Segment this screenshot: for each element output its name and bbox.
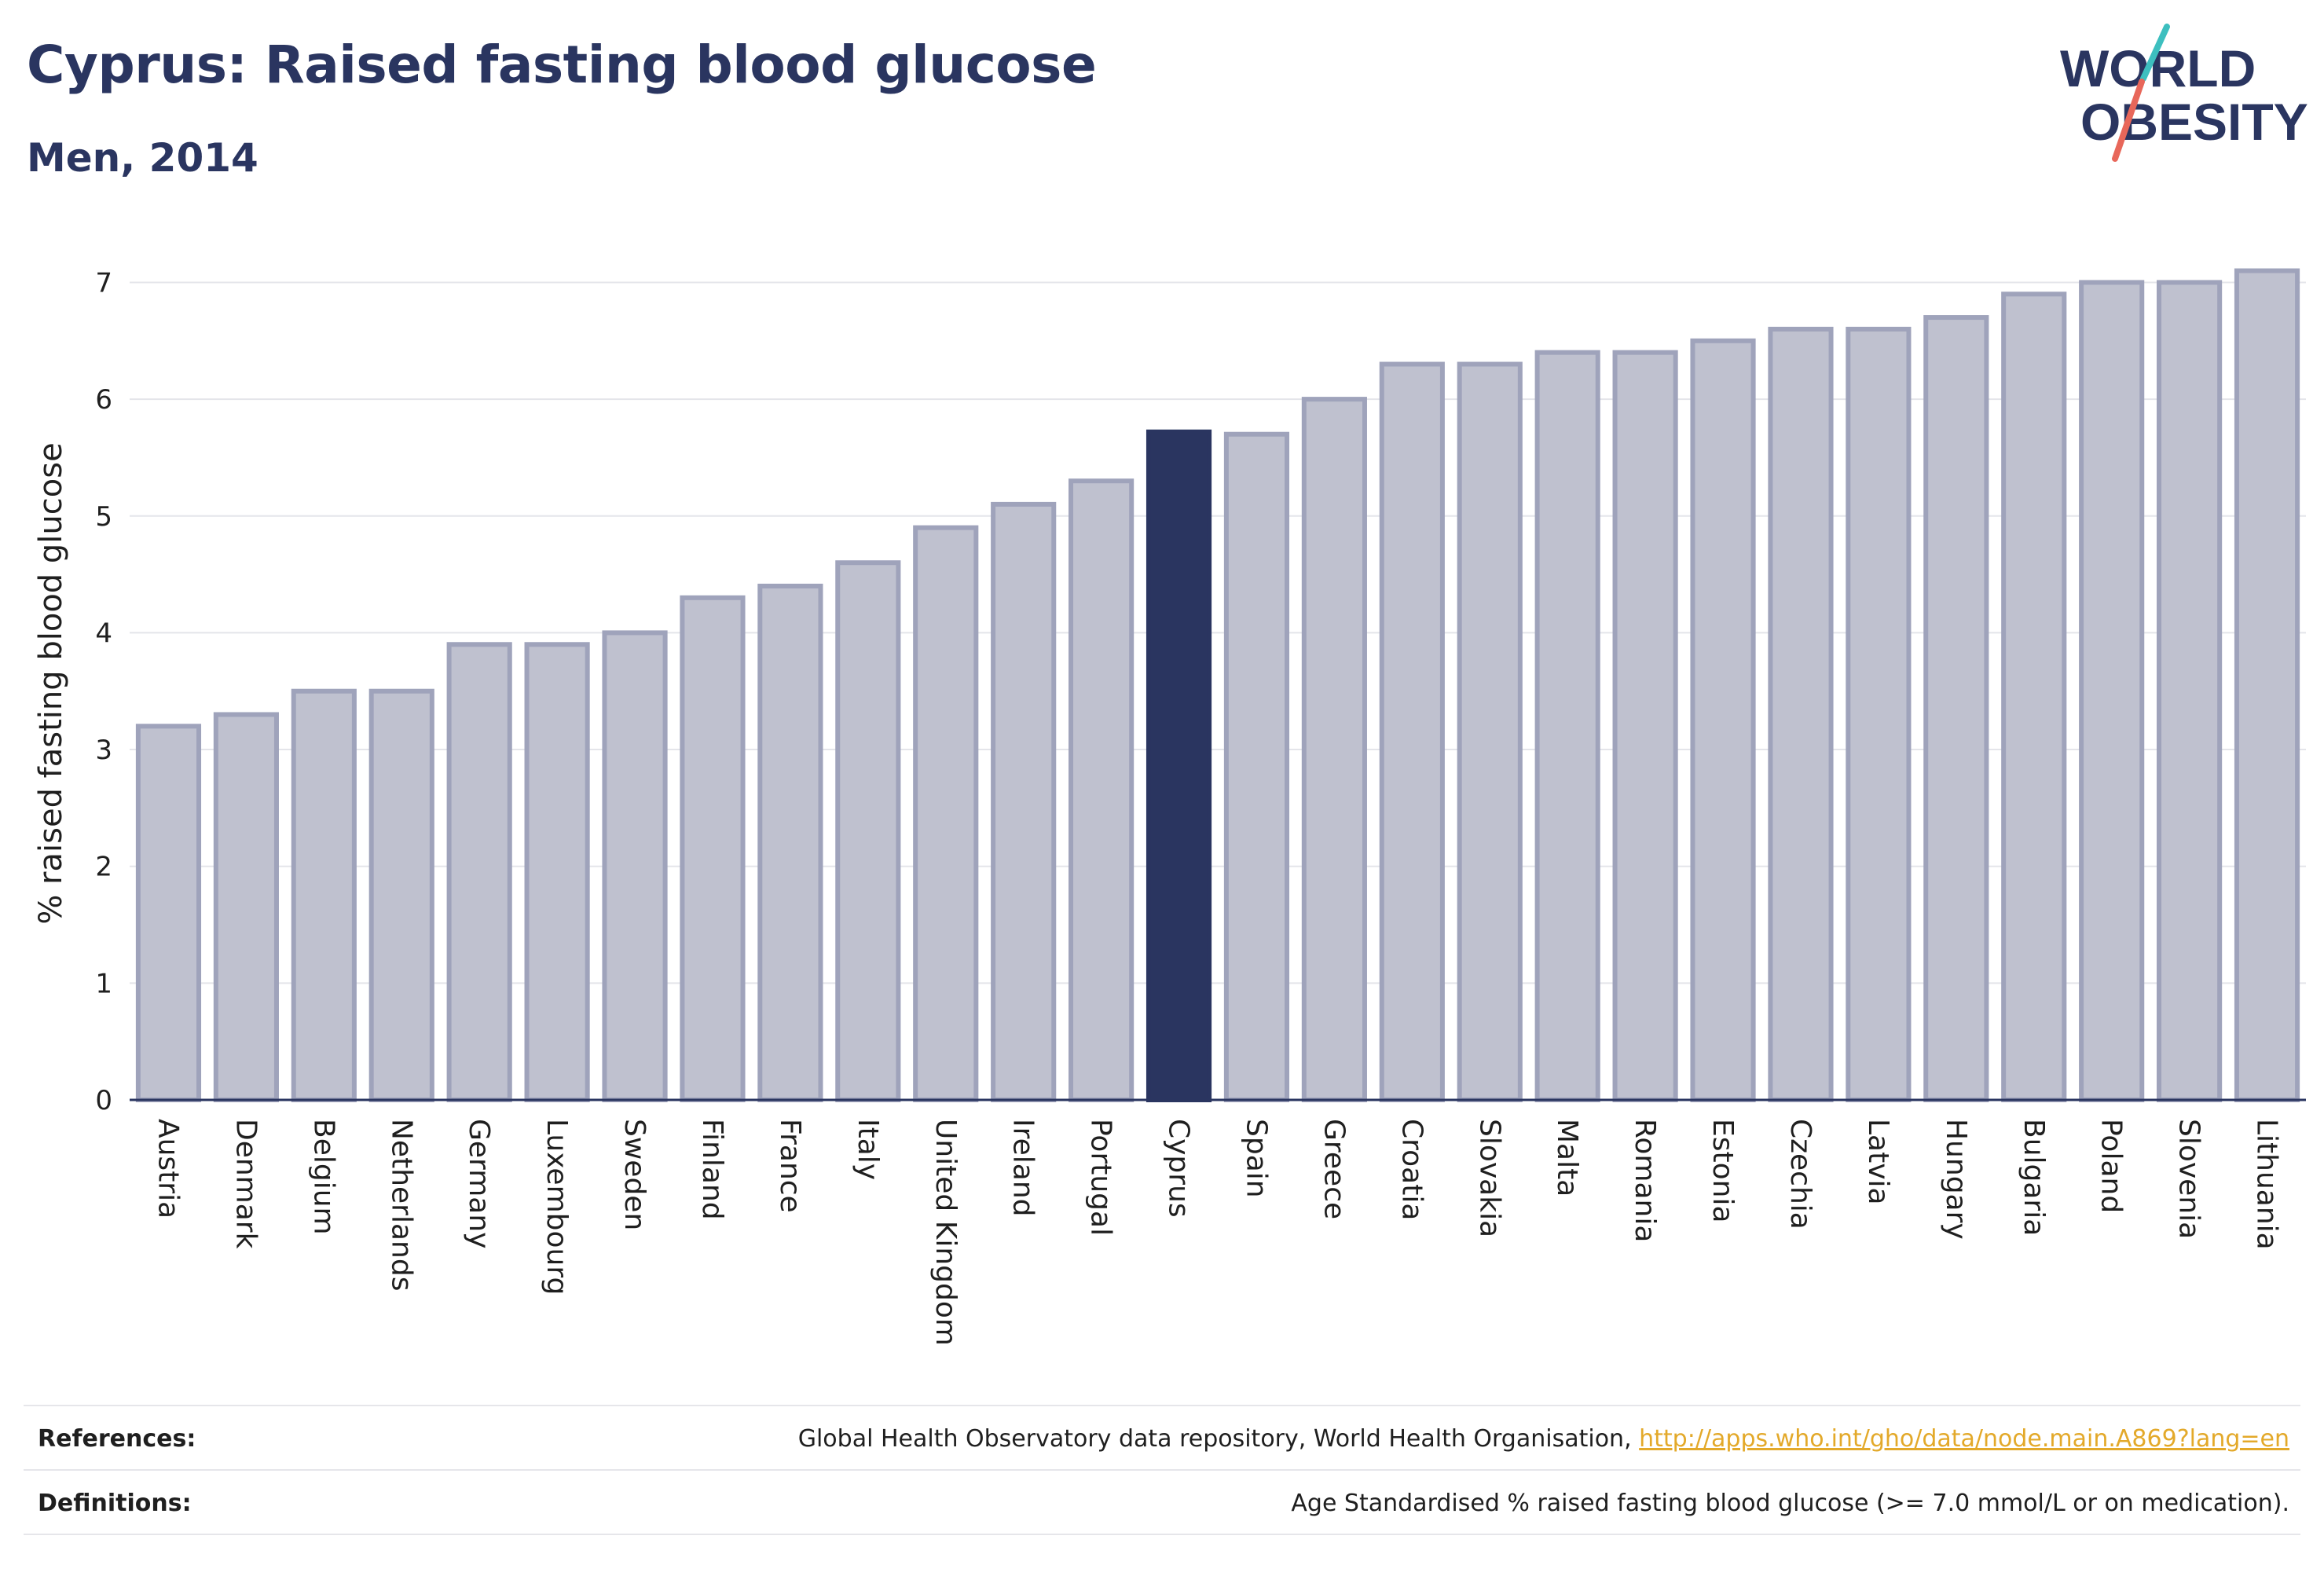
bar-austria — [135, 724, 202, 1103]
references-value: Global Health Observatory data repositor… — [798, 1425, 2289, 1453]
definitions-row: Definitions: Age Standardised % raised f… — [24, 1469, 2300, 1535]
x-tick-label: Germany — [463, 1119, 495, 1248]
y-tick-label: 4 — [95, 618, 112, 649]
logo-slash-teal — [2140, 24, 2170, 82]
x-tick-label: Latvia — [1862, 1119, 1894, 1205]
y-tick-label: 3 — [95, 735, 112, 766]
x-tick-label: Netherlands — [385, 1119, 417, 1291]
bar-germany — [446, 642, 512, 1102]
x-tick-label: France — [774, 1119, 806, 1213]
bar-finland — [680, 595, 746, 1102]
bar-malta — [1534, 350, 1600, 1103]
x-tick-label: Czechia — [1784, 1119, 1816, 1230]
bar-bulgaria — [2001, 291, 2067, 1102]
bars — [135, 268, 2300, 1103]
bar-denmark — [213, 712, 279, 1102]
y-tick-label: 0 — [95, 1085, 112, 1116]
chart-subtitle: Men, 2014 — [27, 135, 258, 181]
x-tick-label: Portugal — [1085, 1119, 1117, 1236]
bar-czechia — [1768, 326, 1834, 1102]
bar-estonia — [1690, 338, 1756, 1102]
bar-greece — [1301, 397, 1367, 1102]
x-tick-label: Romania — [1629, 1119, 1661, 1242]
bar-france — [757, 583, 823, 1102]
bar-united-kingdom — [913, 525, 979, 1102]
bar-luxembourg — [524, 642, 590, 1102]
x-tick-label: Bulgaria — [2018, 1119, 2050, 1236]
x-tick-label: Malta — [1551, 1119, 1583, 1197]
x-tick-label: Slovakia — [1473, 1119, 1505, 1237]
bar-latvia — [1846, 326, 1912, 1102]
bar-spain — [1223, 431, 1290, 1102]
y-axis-label: % raised fasting blood glucose — [33, 442, 69, 924]
x-tick-label: United Kingdom — [929, 1119, 962, 1346]
footer-bottom-rule — [24, 1534, 2300, 1535]
bar-netherlands — [368, 688, 434, 1102]
bar-romania — [1612, 350, 1678, 1103]
x-tick-label: Hungary — [1940, 1119, 1972, 1240]
x-tick-label: Finland — [696, 1119, 728, 1220]
references-link[interactable]: http://apps.who.int/gho/data/node.main.A… — [1639, 1425, 2289, 1453]
x-tick-label: Spain — [1240, 1119, 1272, 1198]
bar-sweden — [602, 630, 668, 1102]
y-tick-label: 7 — [95, 267, 112, 299]
x-tick-label: Cyprus — [1163, 1119, 1195, 1218]
bar-ireland — [991, 501, 1057, 1102]
y-tick-label: 6 — [95, 384, 112, 416]
y-tick-label: 1 — [95, 968, 112, 999]
bar-italy — [835, 560, 901, 1102]
chart-title: Cyprus: Raised fasting blood glucose — [27, 35, 1097, 95]
references-row: References: Global Health Observatory da… — [24, 1405, 2300, 1471]
x-tick-label: Slovenia — [2173, 1119, 2205, 1239]
x-tick-label: Lithuania — [2251, 1119, 2283, 1250]
x-tick-label: Austria — [152, 1119, 184, 1219]
y-tick-label: 2 — [95, 852, 112, 883]
bar-cyprus — [1146, 429, 1212, 1102]
bar-slovakia — [1457, 361, 1523, 1103]
x-axis-labels: Austria Denmark Belgium Netherlands Germany L… — [152, 1119, 2282, 1346]
x-tick-label: Croatia — [1395, 1119, 1428, 1220]
x-tick-label: Sweden — [618, 1119, 651, 1230]
bar-belgium — [291, 688, 357, 1102]
bar-poland — [2079, 280, 2145, 1102]
references-text: Global Health Observatory data repositor… — [797, 1425, 1640, 1453]
x-tick-label: Poland — [2095, 1119, 2128, 1213]
x-tick-label: Belgium — [307, 1119, 339, 1235]
definitions-value: Age Standardised % raised fasting blood … — [1291, 1490, 2289, 1517]
world-obesity-logo: WORLD OBESITY — [2060, 24, 2308, 162]
bar-portugal — [1069, 478, 1135, 1102]
bar-hungary — [1923, 315, 1989, 1102]
y-tick-label: 5 — [95, 501, 112, 533]
x-tick-label: Estonia — [1706, 1119, 1739, 1223]
bar-slovenia — [2157, 280, 2223, 1102]
bar-croatia — [1379, 361, 1445, 1103]
x-tick-label: Greece — [1318, 1119, 1350, 1219]
x-tick-label: Italy — [852, 1119, 884, 1180]
x-tick-label: Ireland — [1007, 1119, 1039, 1217]
bar-chart: 0 1 2 3 4 5 6 7 Austria Denmark Belgium Netherland… — [33, 267, 2306, 1346]
definitions-label: Definitions: — [38, 1490, 192, 1517]
x-tick-label: Luxembourg — [541, 1119, 573, 1295]
references-label: References: — [38, 1425, 196, 1453]
x-tick-label: Denmark — [229, 1119, 262, 1249]
bar-lithuania — [2234, 268, 2300, 1102]
y-axis-ticks: 0 1 2 3 4 5 6 7 — [95, 267, 112, 1116]
logo-slash-red — [2112, 79, 2145, 162]
